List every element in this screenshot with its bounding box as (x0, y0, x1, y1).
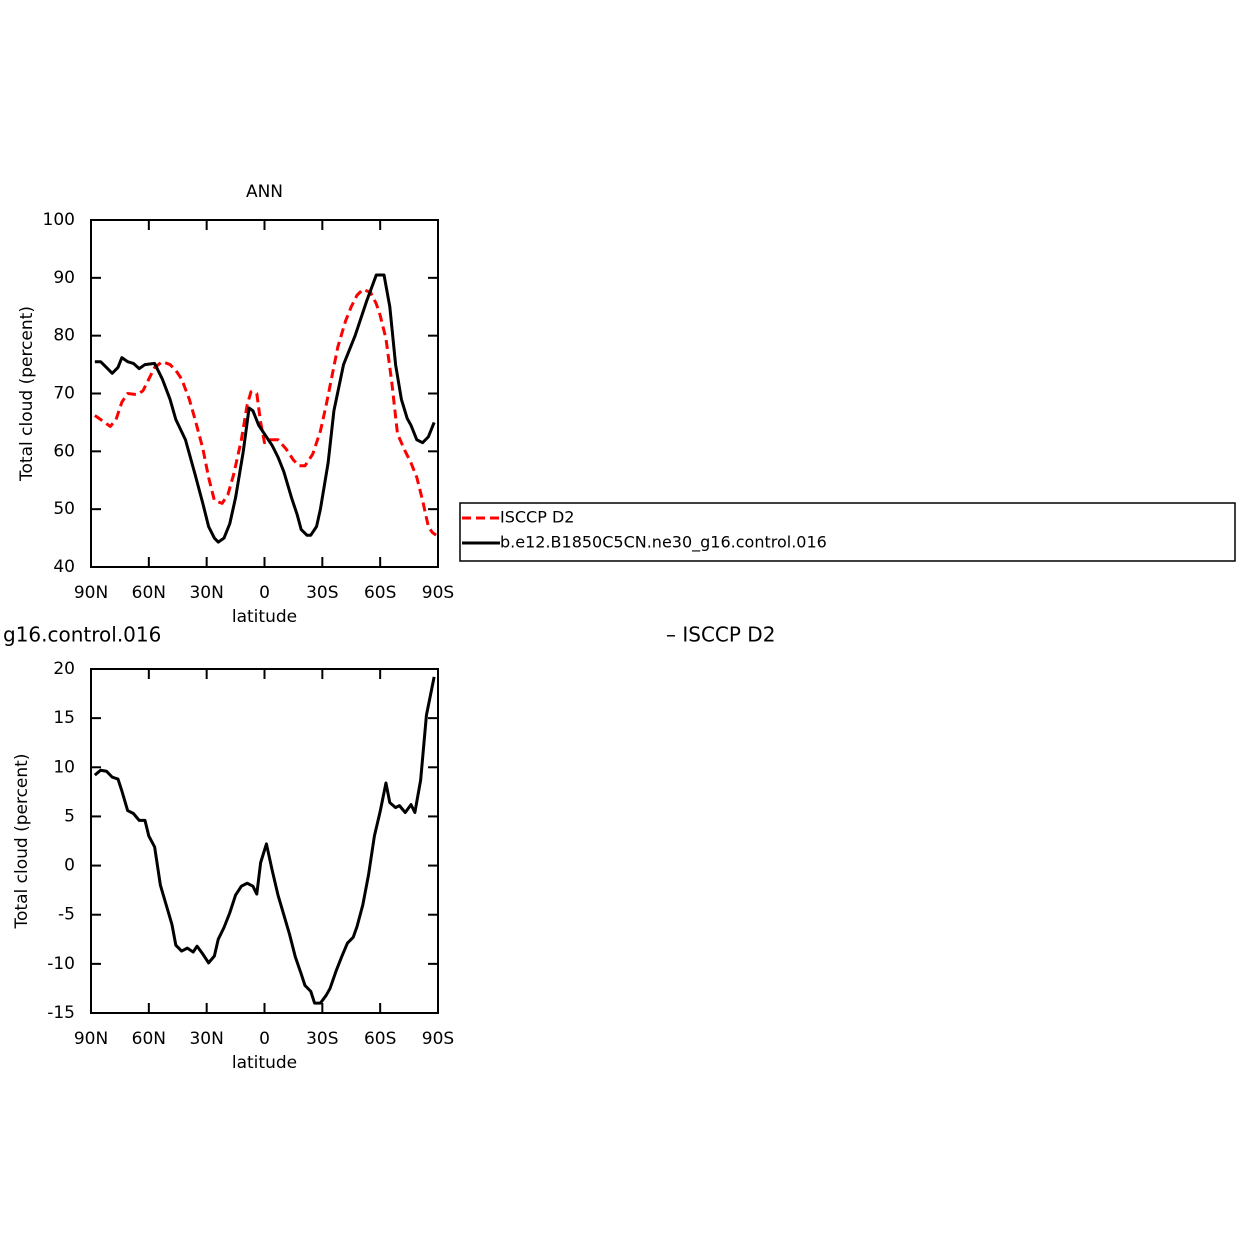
y-tick-label: 5 (64, 806, 75, 826)
y-tick-label: 60 (53, 441, 75, 461)
x-tick-label: 60S (364, 1029, 396, 1049)
x-tick-label: 0 (259, 583, 270, 603)
x-tick-label: 60S (364, 583, 396, 603)
y-tick-label: -15 (47, 1003, 75, 1023)
y-tick-label: -5 (58, 905, 75, 925)
legend-box (459, 502, 1236, 562)
y-tick-label: 0 (64, 856, 75, 876)
x-tick-label: 90S (422, 1029, 454, 1049)
y-axis-label: Total cloud (percent) (17, 306, 37, 482)
x-tick-label: 30N (189, 1029, 223, 1049)
plot-frame (90, 668, 439, 1014)
chart-title: ANN (246, 182, 283, 202)
x-tick-label: 90N (74, 583, 108, 603)
y-tick-label: 100 (43, 210, 75, 230)
chart-title: g16.control.016 (3, 623, 161, 647)
chart-title: – ISCCP D2 (666, 623, 775, 647)
data-line (93, 287, 437, 537)
y-tick-label: 80 (53, 326, 75, 346)
x-tick-label: 90N (74, 1029, 108, 1049)
legend-label: ISCCP D2 (500, 508, 574, 527)
x-tick-label: 60N (132, 583, 166, 603)
x-axis-label: latitude (232, 607, 297, 627)
y-tick-label: 70 (53, 384, 75, 404)
y-tick-label: 10 (53, 757, 75, 777)
data-line (93, 676, 436, 1005)
y-tick-label: 20 (53, 659, 75, 679)
x-tick-label: 30N (189, 583, 223, 603)
y-tick-label: -10 (47, 954, 75, 974)
y-tick-label: 90 (53, 268, 75, 288)
y-tick-label: 50 (53, 499, 75, 519)
x-tick-label: 60N (132, 1029, 166, 1049)
y-tick-label: 40 (53, 557, 75, 577)
y-axis-label: Total cloud (percent) (12, 754, 32, 930)
x-tick-label: 90S (422, 583, 454, 603)
y-tick-label: 15 (53, 708, 75, 728)
x-axis-label: latitude (232, 1053, 297, 1073)
x-tick-label: 30S (306, 1029, 338, 1049)
x-tick-label: 30S (306, 583, 338, 603)
x-tick-label: 0 (259, 1029, 270, 1049)
data-line (94, 273, 436, 544)
plot-frame (90, 219, 439, 568)
legend-label: b.e12.B1850C5CN.ne30_g16.control.016 (500, 533, 827, 553)
